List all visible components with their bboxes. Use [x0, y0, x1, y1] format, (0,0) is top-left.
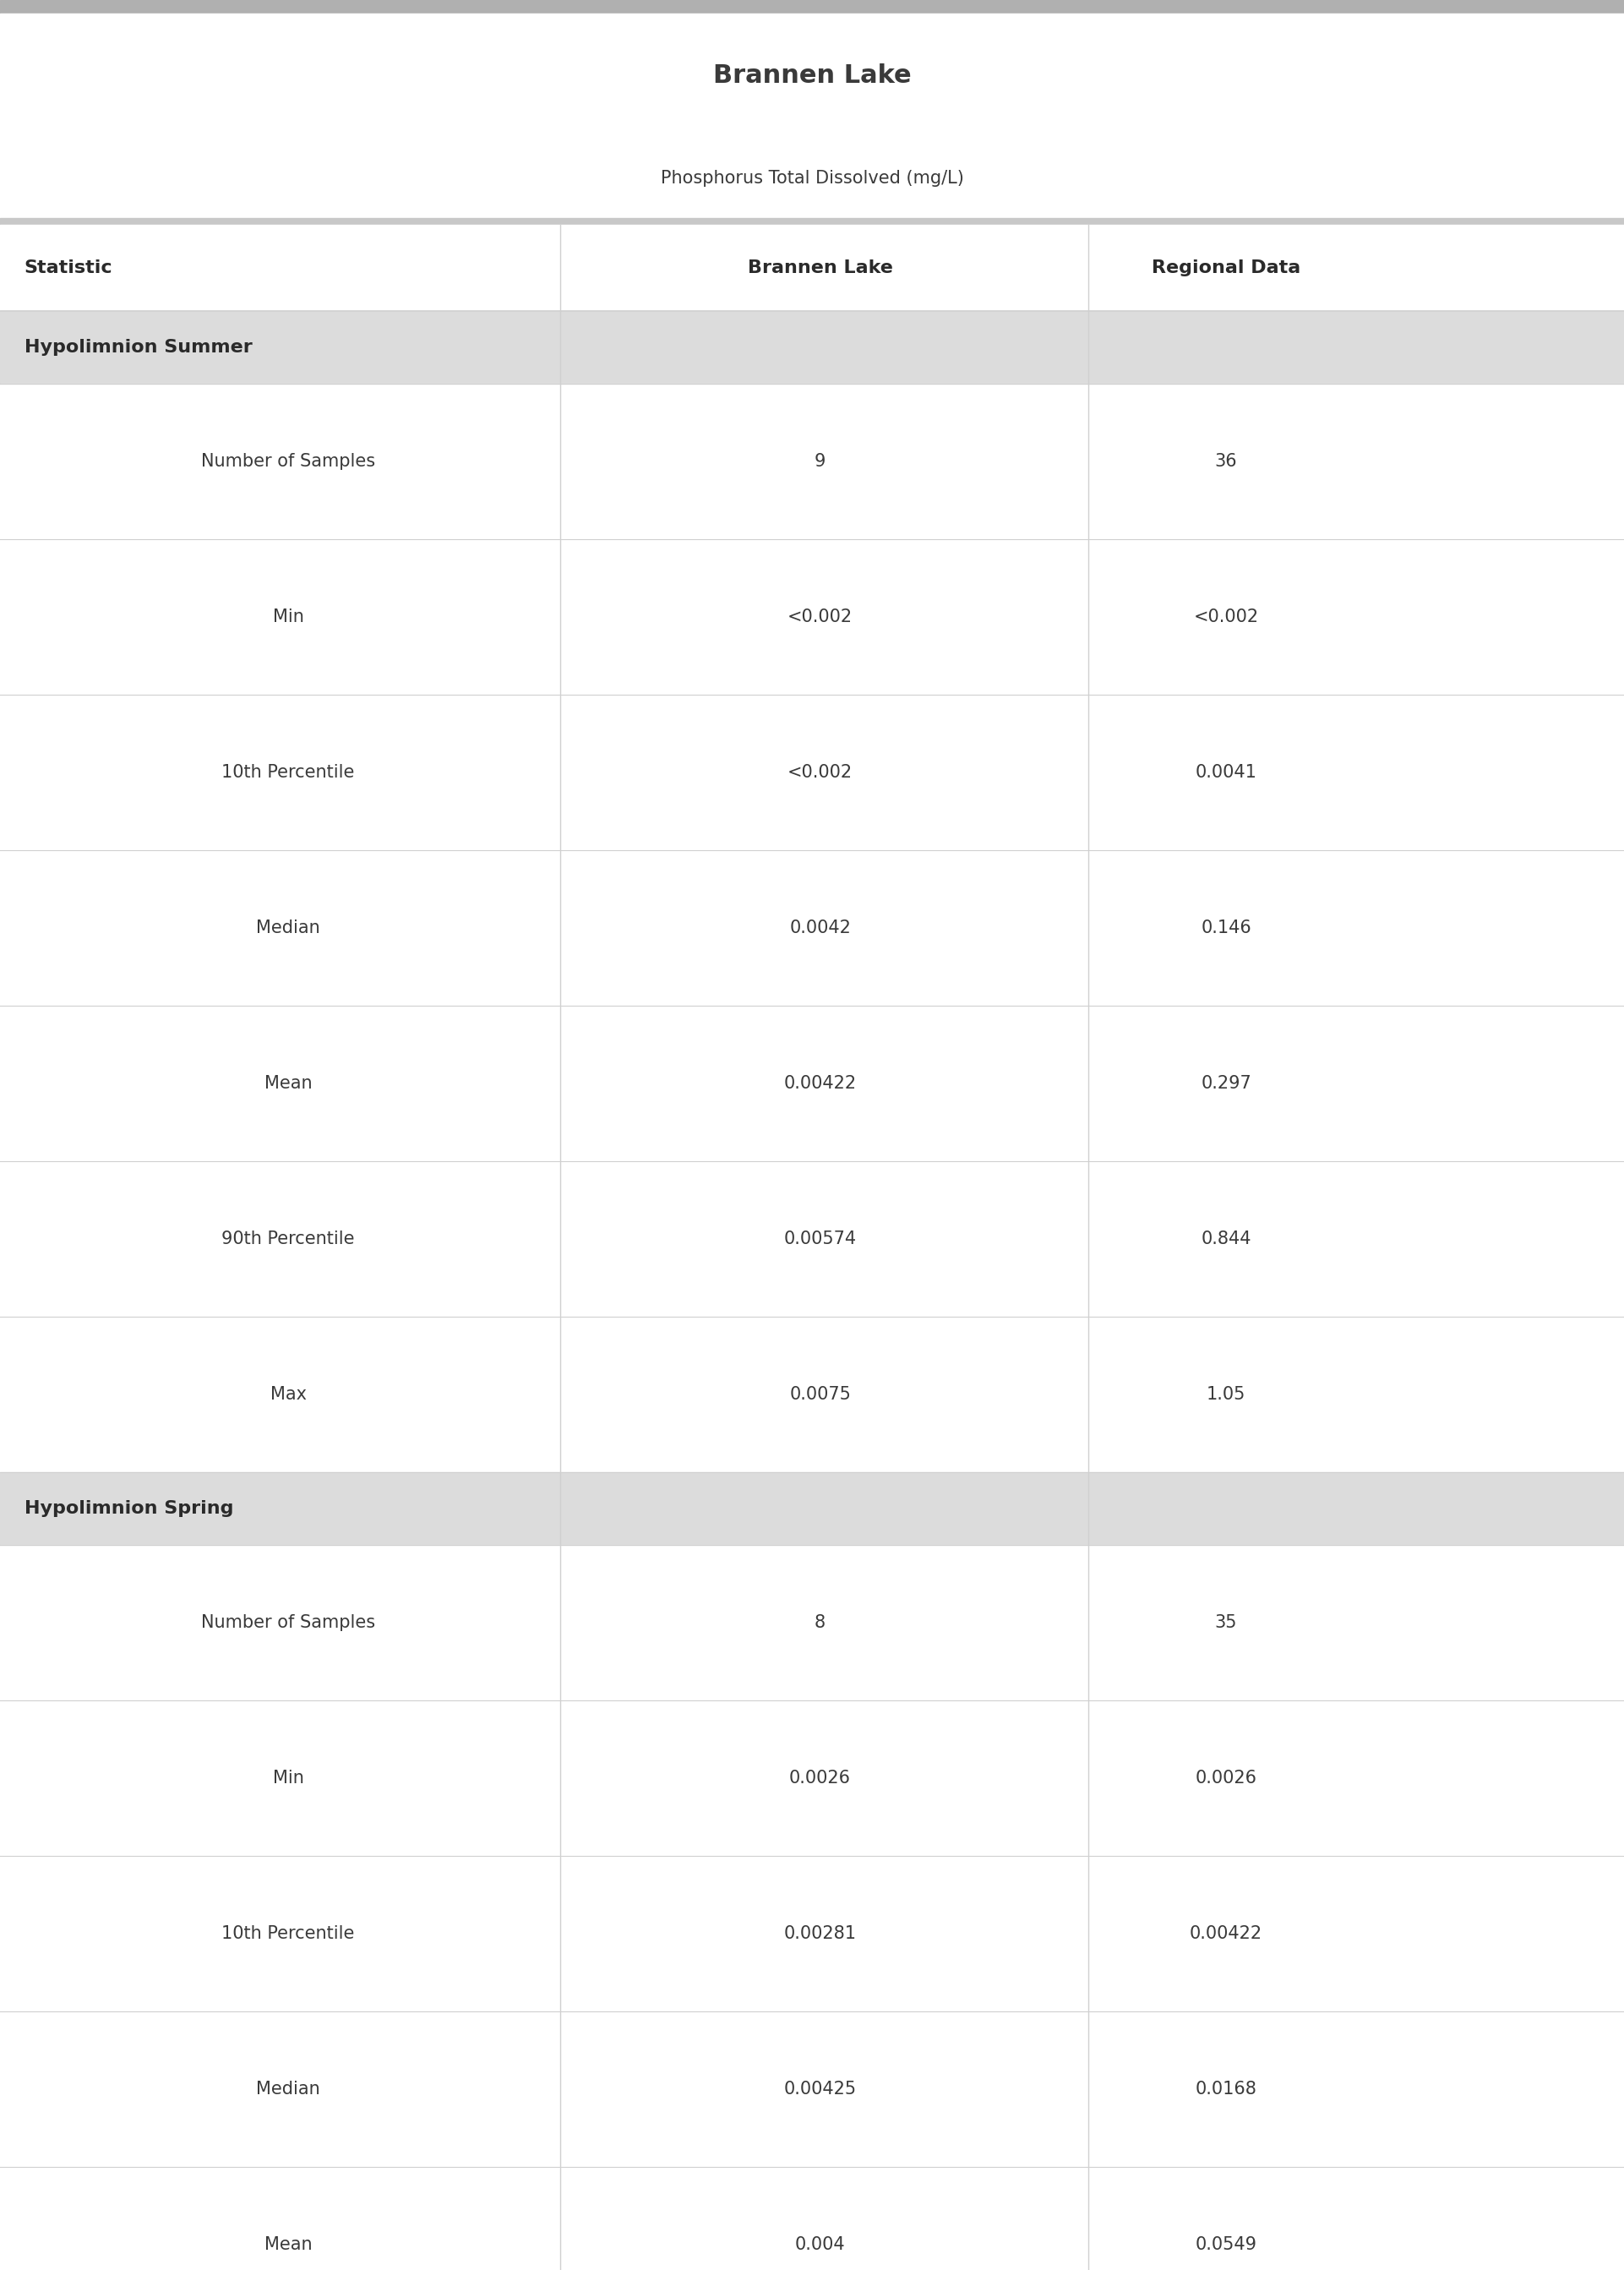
- Text: 0.0549: 0.0549: [1195, 2236, 1257, 2252]
- Text: Mean: Mean: [265, 1076, 312, 1092]
- Bar: [0, 1546, 1624, 1700]
- Text: Regional Data: Regional Data: [1151, 259, 1301, 277]
- Text: 0.297: 0.297: [1200, 1076, 1252, 1092]
- Text: Number of Samples: Number of Samples: [201, 1614, 375, 1630]
- Bar: [0, 1473, 1624, 1546]
- Bar: [0, 1857, 1624, 2011]
- Text: Number of Samples: Number of Samples: [201, 454, 375, 470]
- Bar: [0, 138, 1624, 218]
- Bar: [0, 218, 1624, 225]
- Bar: [0, 311, 1624, 384]
- Text: 0.0026: 0.0026: [789, 1771, 851, 1786]
- Text: 0.00574: 0.00574: [784, 1230, 856, 1246]
- Bar: [0, 2168, 1624, 2270]
- Text: 0.00281: 0.00281: [784, 1925, 856, 1941]
- Text: 0.0042: 0.0042: [789, 919, 851, 935]
- Text: 0.0041: 0.0041: [1195, 765, 1257, 781]
- Text: 10th Percentile: 10th Percentile: [222, 1925, 354, 1941]
- Bar: [0, 851, 1624, 1006]
- Text: Max: Max: [270, 1387, 307, 1403]
- Text: <0.002: <0.002: [788, 608, 853, 624]
- Text: Median: Median: [257, 2082, 320, 2097]
- Bar: [0, 14, 1624, 138]
- Text: 8: 8: [815, 1614, 825, 1630]
- Text: 0.844: 0.844: [1202, 1230, 1250, 1246]
- Text: Phosphorus Total Dissolved (mg/L): Phosphorus Total Dissolved (mg/L): [661, 170, 963, 186]
- Text: 0.004: 0.004: [794, 2236, 846, 2252]
- Text: 0.0075: 0.0075: [789, 1387, 851, 1403]
- Text: Hypolimnion Summer: Hypolimnion Summer: [24, 338, 252, 356]
- Text: 0.00422: 0.00422: [784, 1076, 856, 1092]
- Text: 0.146: 0.146: [1200, 919, 1252, 935]
- Text: Min: Min: [273, 1771, 304, 1786]
- Text: Median: Median: [257, 919, 320, 935]
- Text: 1.05: 1.05: [1207, 1387, 1246, 1403]
- Bar: [0, 540, 1624, 695]
- Text: 35: 35: [1215, 1614, 1237, 1630]
- Text: 0.00422: 0.00422: [1190, 1925, 1262, 1941]
- Text: Brannen Lake: Brannen Lake: [713, 64, 911, 89]
- Bar: [0, 384, 1624, 540]
- Bar: [0, 0, 1624, 14]
- Bar: [0, 2011, 1624, 2168]
- Text: 36: 36: [1215, 454, 1237, 470]
- Text: Brannen Lake: Brannen Lake: [747, 259, 893, 277]
- Bar: [0, 695, 1624, 851]
- Bar: [0, 1006, 1624, 1162]
- Text: <0.002: <0.002: [788, 765, 853, 781]
- Text: Mean: Mean: [265, 2236, 312, 2252]
- Bar: [0, 1700, 1624, 1857]
- Bar: [0, 1317, 1624, 1473]
- Text: 10th Percentile: 10th Percentile: [222, 765, 354, 781]
- Text: Statistic: Statistic: [24, 259, 112, 277]
- Text: 0.0168: 0.0168: [1195, 2082, 1257, 2097]
- Text: Min: Min: [273, 608, 304, 624]
- Text: 90th Percentile: 90th Percentile: [222, 1230, 354, 1246]
- Text: 9: 9: [815, 454, 825, 470]
- Bar: [0, 225, 1624, 311]
- Bar: [0, 1162, 1624, 1317]
- Text: Hypolimnion Spring: Hypolimnion Spring: [24, 1500, 234, 1516]
- Text: 0.0026: 0.0026: [1195, 1771, 1257, 1786]
- Text: <0.002: <0.002: [1194, 608, 1259, 624]
- Text: 0.00425: 0.00425: [784, 2082, 856, 2097]
